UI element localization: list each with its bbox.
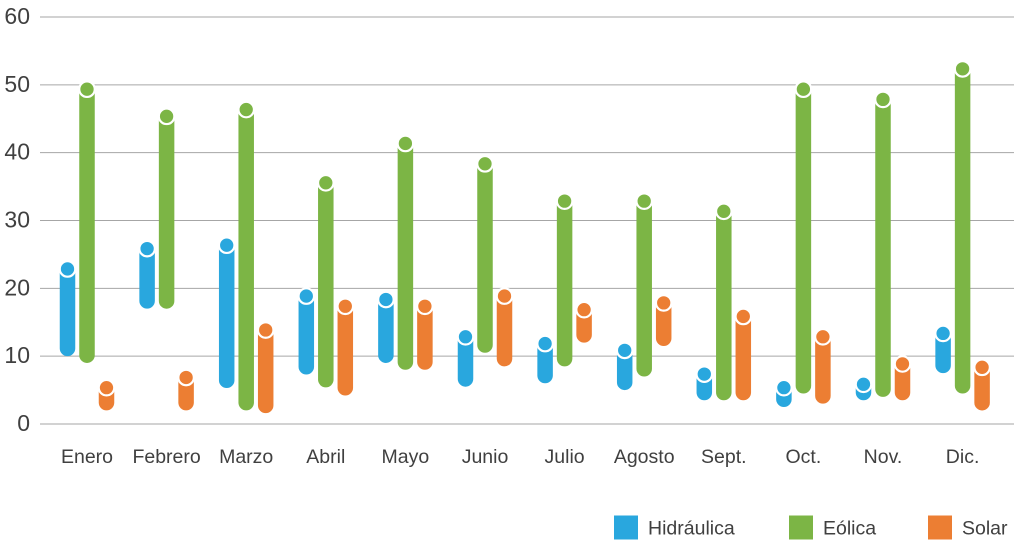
- svg-text:10: 10: [4, 342, 30, 368]
- svg-text:Sept.: Sept.: [701, 446, 747, 468]
- svg-text:Marzo: Marzo: [219, 446, 273, 468]
- svg-text:0: 0: [17, 410, 30, 436]
- svg-text:Abril: Abril: [306, 446, 345, 468]
- svg-text:20: 20: [4, 274, 30, 300]
- svg-text:Febrero: Febrero: [132, 446, 200, 468]
- svg-text:60: 60: [4, 3, 30, 29]
- svg-text:Julio: Julio: [545, 446, 585, 468]
- svg-text:50: 50: [4, 71, 30, 97]
- svg-text:Agosto: Agosto: [614, 446, 675, 468]
- svg-text:Enero: Enero: [61, 446, 113, 468]
- svg-text:Nov.: Nov.: [864, 446, 903, 468]
- svg-text:Mayo: Mayo: [382, 446, 430, 468]
- svg-text:Junio: Junio: [462, 446, 509, 468]
- svg-text:Dic.: Dic.: [946, 446, 980, 468]
- svg-text:Solar: Solar: [962, 518, 1008, 540]
- svg-text:Oct.: Oct.: [786, 446, 822, 468]
- svg-text:Eólica: Eólica: [823, 518, 876, 540]
- svg-text:Hidráulica: Hidráulica: [648, 518, 735, 540]
- svg-text:30: 30: [4, 207, 30, 233]
- svg-text:40: 40: [4, 139, 30, 165]
